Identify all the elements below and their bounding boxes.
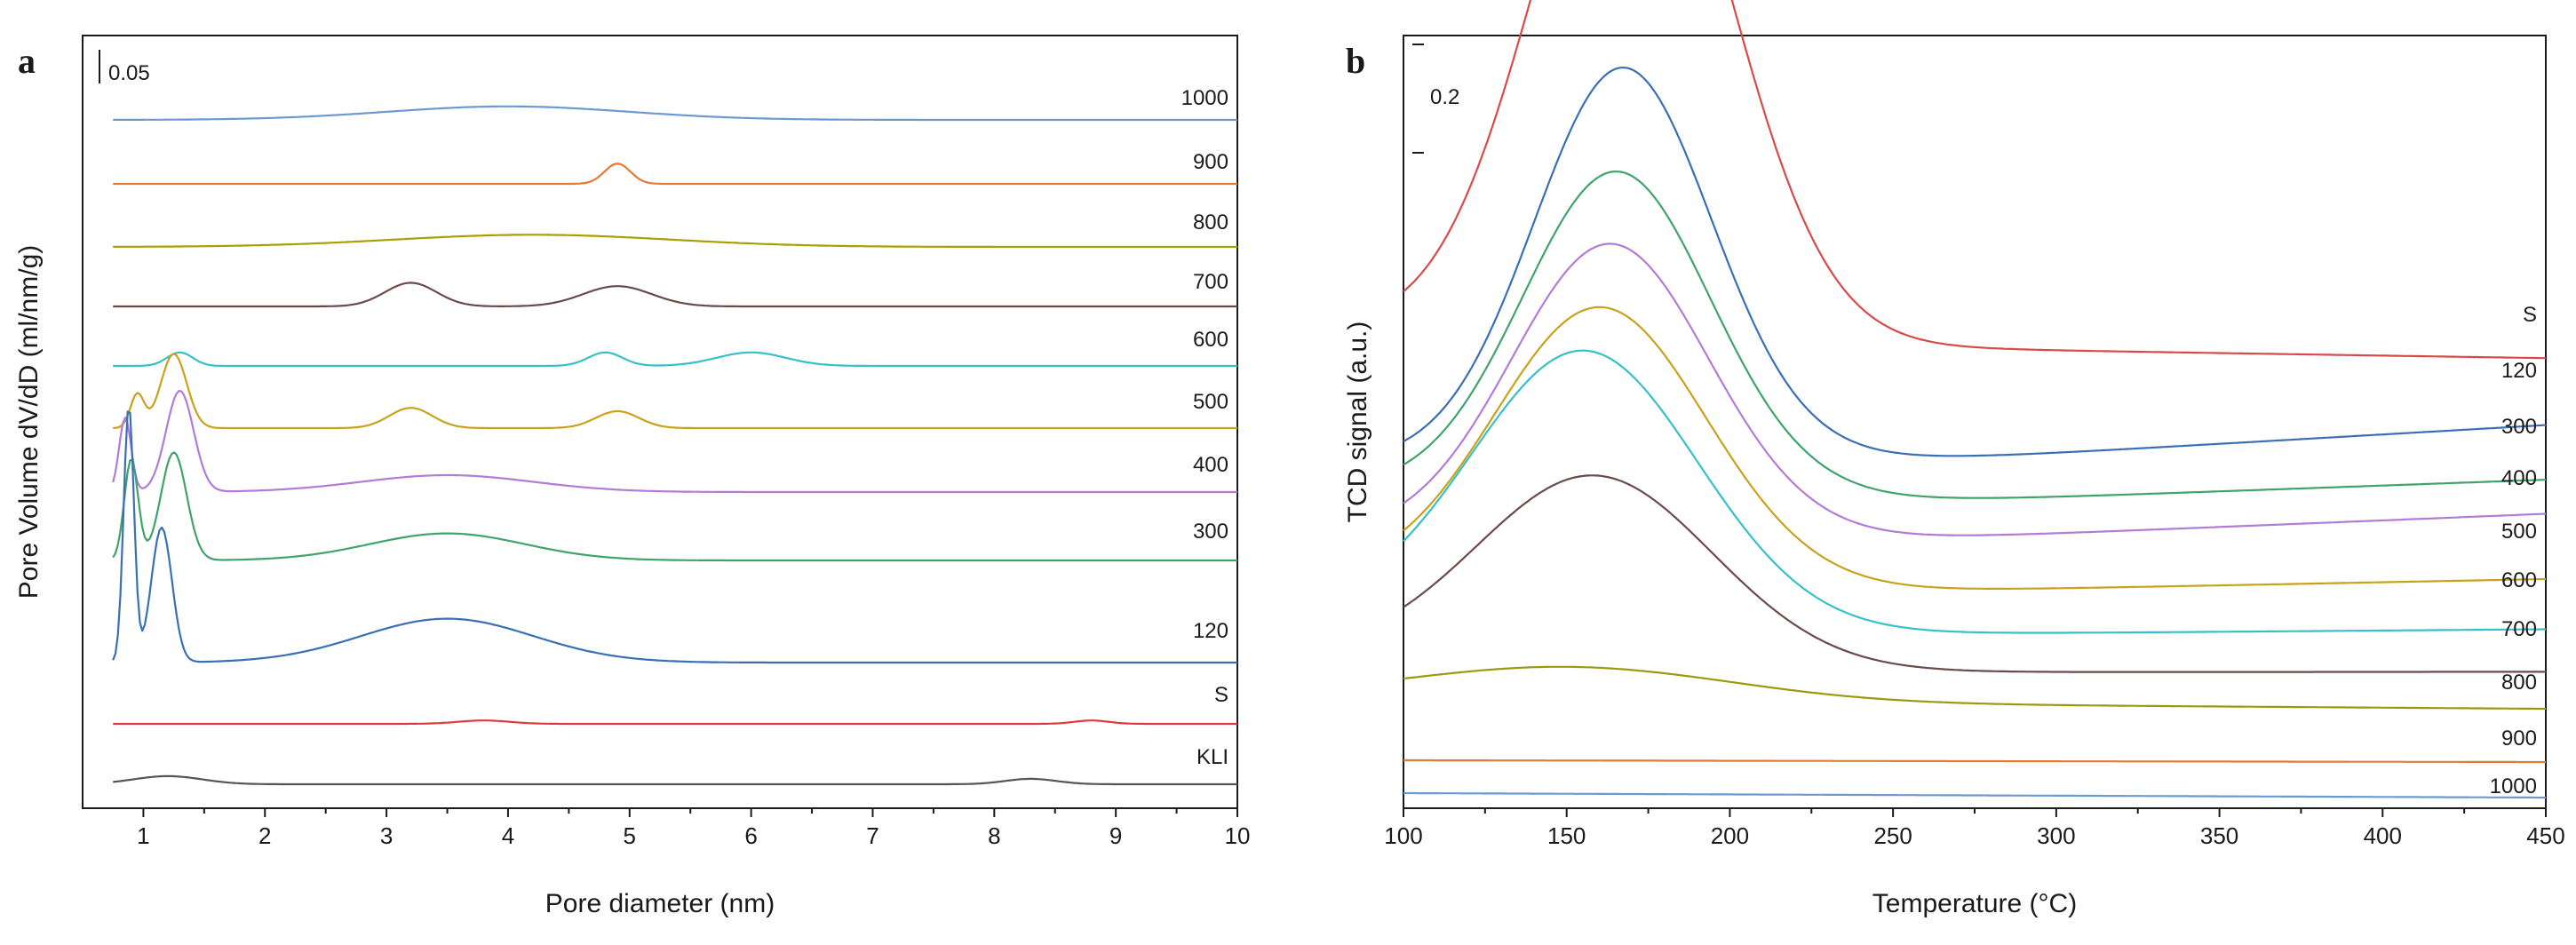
panel-b-series-label-120: 120	[2501, 359, 2537, 383]
panel-b-series-800	[1403, 665, 2546, 711]
panel-b-series-700	[1403, 474, 2547, 673]
panel-b-x-tick-label: 300	[2037, 822, 2075, 849]
panel-b-x-tick-label: 250	[1873, 822, 1912, 849]
panel-a-x-tick-label: 7	[866, 822, 879, 849]
panel-a-series-800	[113, 234, 1237, 249]
panel-b-x-tick-label: 100	[1384, 822, 1422, 849]
panel-b-plot-area	[1403, 35, 2547, 809]
panel-b-series-label-300: 300	[2501, 415, 2537, 439]
panel-a-series-600	[113, 351, 1237, 368]
panel-a-x-tick-label: 10	[1225, 822, 1251, 849]
panel-a-series-300	[112, 451, 1237, 562]
panel-a-y-axis-title: Pore Volume dV/dD (ml/nm/g)	[14, 245, 44, 599]
panel-a-series-label-KLI: KLI	[1197, 745, 1228, 769]
panel-a-scale-bar-label: 0.05	[108, 61, 150, 85]
panel-b-series-900	[1403, 758, 2546, 764]
panel-a-series-label-700: 700	[1193, 270, 1228, 294]
panel-b-series-500	[1403, 306, 2546, 590]
panel-a-series-400	[112, 390, 1237, 494]
panel-a-series-label-900: 900	[1193, 150, 1228, 174]
panel-a-x-tick-label: 3	[380, 822, 393, 849]
panel-a-series-900	[113, 163, 1237, 186]
panel-b-series-labels: S 120 300 400 500 600 700 800 900 1000	[2490, 303, 2537, 798]
panel-a-scale-bar: 0.05	[99, 50, 150, 85]
panel-a-letter: a	[18, 41, 36, 81]
panel-b-series-label-600: 600	[2501, 568, 2537, 592]
panel-b-series-300	[1403, 171, 2547, 499]
panel-a-series-label-400: 400	[1193, 453, 1228, 477]
panel-a: a 0.05 1 2 3 4 5 6 7 8 9 10 1000 900 800 700 600 500 40…	[14, 35, 1250, 918]
panel-b-x-tick-label: 450	[2526, 822, 2564, 849]
panel-a-x-tick-label: 2	[258, 822, 271, 849]
panel-a-series-S	[113, 719, 1237, 726]
panel-b-series-label-400: 400	[2501, 466, 2537, 490]
panel-a-series-label-300: 300	[1193, 520, 1228, 544]
panel-b-series-label-500: 500	[2501, 520, 2537, 544]
panel-a-series-label-600: 600	[1193, 328, 1228, 352]
panel-a-x-tick-label: 4	[502, 822, 514, 849]
panel-a-series-1000	[113, 105, 1237, 122]
panel-b-traces	[1403, 0, 2547, 799]
panel-b-series-label-S: S	[2523, 303, 2537, 327]
panel-a-traces	[112, 105, 1237, 786]
panel-a-x-axis: 1 2 3 4 5 6 7 8 9 10	[137, 808, 1250, 849]
panel-b-y-axis-title: TCD signal (a.u.)	[1343, 322, 1372, 523]
panel-a-series-label-500: 500	[1193, 390, 1228, 414]
panel-a-x-tick-label: 9	[1109, 822, 1122, 849]
panel-a-series-label-120: 120	[1193, 619, 1228, 643]
panel-b-series-600	[1403, 349, 2546, 634]
panel-b-scale-bar-label: 0.2	[1430, 85, 1459, 109]
panel-b-series-label-700: 700	[2501, 617, 2537, 641]
panel-a-x-tick-label: 5	[624, 822, 636, 849]
panel-a-series-label-800: 800	[1193, 210, 1228, 234]
panel-a-x-tick-label: 6	[744, 822, 757, 849]
panel-a-series-120	[112, 410, 1237, 664]
panel-a-series-500	[113, 353, 1237, 430]
panel-b: b 0.2 100 150 200 250 300 350 400 450 S 120 300 40…	[1343, 0, 2565, 918]
panel-a-x-tick-label: 8	[988, 822, 1000, 849]
panel-b-letter: b	[1346, 41, 1365, 81]
panel-a-series-700	[113, 282, 1237, 308]
panel-a-plot-area	[82, 35, 1238, 809]
panel-b-x-tick-label: 150	[1547, 822, 1586, 849]
panel-a-series-KLI	[113, 774, 1237, 786]
panel-a-x-axis-title: Pore diameter (nm)	[545, 889, 775, 918]
panel-b-series-120	[1403, 67, 2547, 457]
panel-a-series-label-S: S	[1214, 683, 1228, 707]
panel-b-x-axis-title: Temperature (°C)	[1872, 889, 2077, 918]
panel-b-series-1000	[1403, 791, 2546, 799]
panel-b-x-tick-label: 200	[1711, 822, 1749, 849]
panel-b-series-label-900: 900	[2501, 727, 2537, 750]
panel-b-scale-bar: 0.2	[1412, 44, 1459, 154]
panel-a-series-label-1000: 1000	[1181, 86, 1228, 110]
panel-b-x-tick-label: 400	[2364, 822, 2402, 849]
panel-b-series-400	[1403, 242, 2547, 536]
panel-b-series-S	[1403, 0, 2546, 360]
panel-b-x-tick-label: 350	[2200, 822, 2238, 849]
panel-b-series-label-1000: 1000	[2490, 774, 2537, 798]
panel-a-series-labels: 1000 900 800 700 600 500 400 300 120 S KLI	[1181, 86, 1228, 769]
panel-b-x-axis: 100 150 200 250 300 350 400 450	[1384, 808, 2565, 849]
panel-a-x-tick-label: 1	[137, 822, 149, 849]
panel-b-series-label-800: 800	[2501, 671, 2537, 695]
